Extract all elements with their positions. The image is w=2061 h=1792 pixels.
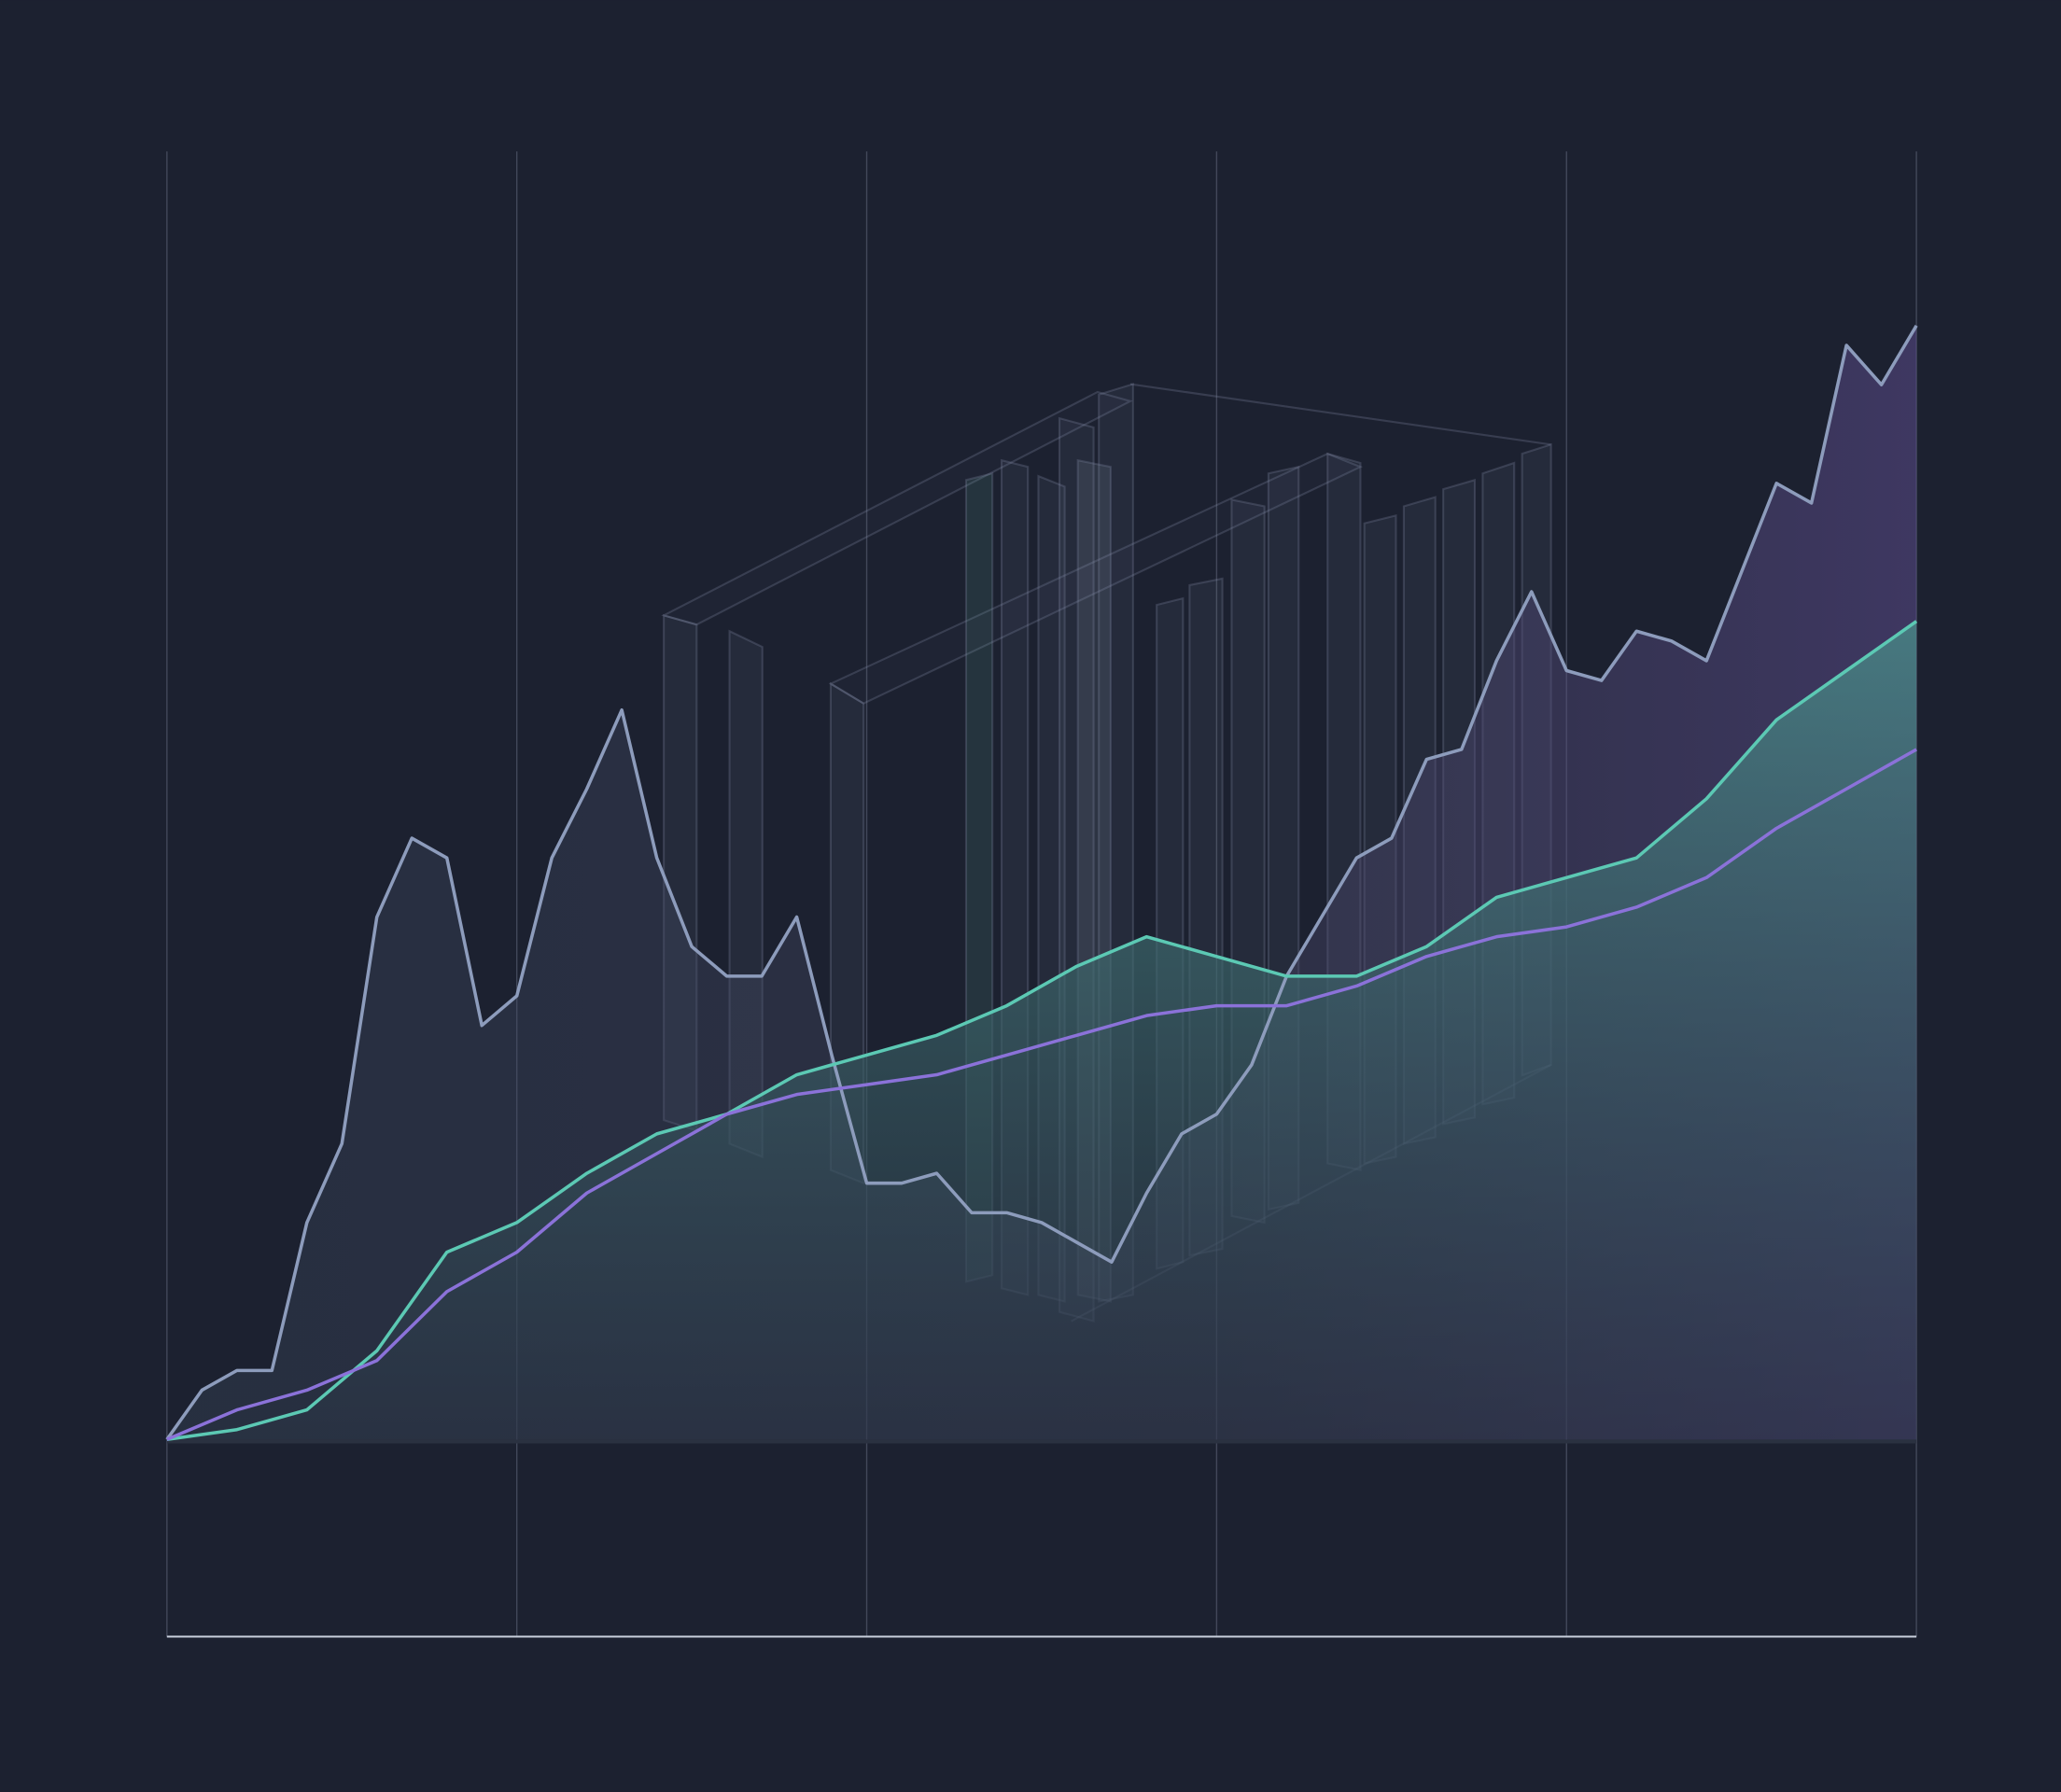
series-line <box>166 748 1917 1441</box>
baseline-band <box>166 1439 1917 1444</box>
series-area <box>166 621 1917 1440</box>
series-line <box>165 324 1918 1441</box>
series-line <box>166 620 1918 1442</box>
